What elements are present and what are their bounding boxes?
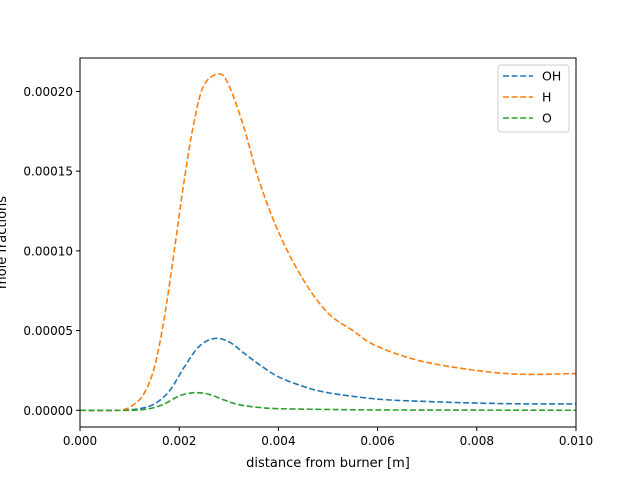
legend-label-h: H bbox=[542, 90, 551, 105]
y-tick-label: 0.00015 bbox=[23, 165, 73, 179]
y-tick-label: 0.00020 bbox=[23, 85, 73, 99]
x-axis-ticks: 0.000 0.002 0.004 0.006 0.008 0.010 bbox=[63, 427, 593, 448]
x-tick-label: 0.004 bbox=[261, 434, 295, 448]
y-axis-label: mole fractions bbox=[0, 196, 10, 289]
x-axis-label: distance from burner [m] bbox=[246, 456, 410, 471]
x-tick-label: 0.002 bbox=[162, 434, 196, 448]
legend-label-o: O bbox=[542, 111, 552, 126]
y-tick-label: 0.00005 bbox=[23, 324, 73, 338]
legend: OH HO bbox=[497, 64, 570, 133]
plot-frame bbox=[79, 57, 577, 428]
x-tick-label: 0.010 bbox=[559, 434, 593, 448]
x-tick-label: 0.008 bbox=[460, 434, 494, 448]
y-tick-label: 0.00010 bbox=[23, 244, 73, 258]
x-tick-label: 0.006 bbox=[360, 434, 394, 448]
x-tick-label: 0.000 bbox=[63, 434, 97, 448]
series-line-oh bbox=[79, 337, 577, 412]
series-line-o bbox=[79, 391, 577, 412]
y-tick-label: 0.00000 bbox=[23, 404, 73, 418]
legend-box bbox=[497, 64, 570, 133]
series-layer bbox=[79, 73, 577, 412]
y-axis-ticks: 0.00000 0.00005 0.00010 0.00015 0.00020 bbox=[23, 85, 80, 418]
legend-label-oh: OH bbox=[542, 69, 561, 84]
plot-background bbox=[80, 58, 576, 427]
